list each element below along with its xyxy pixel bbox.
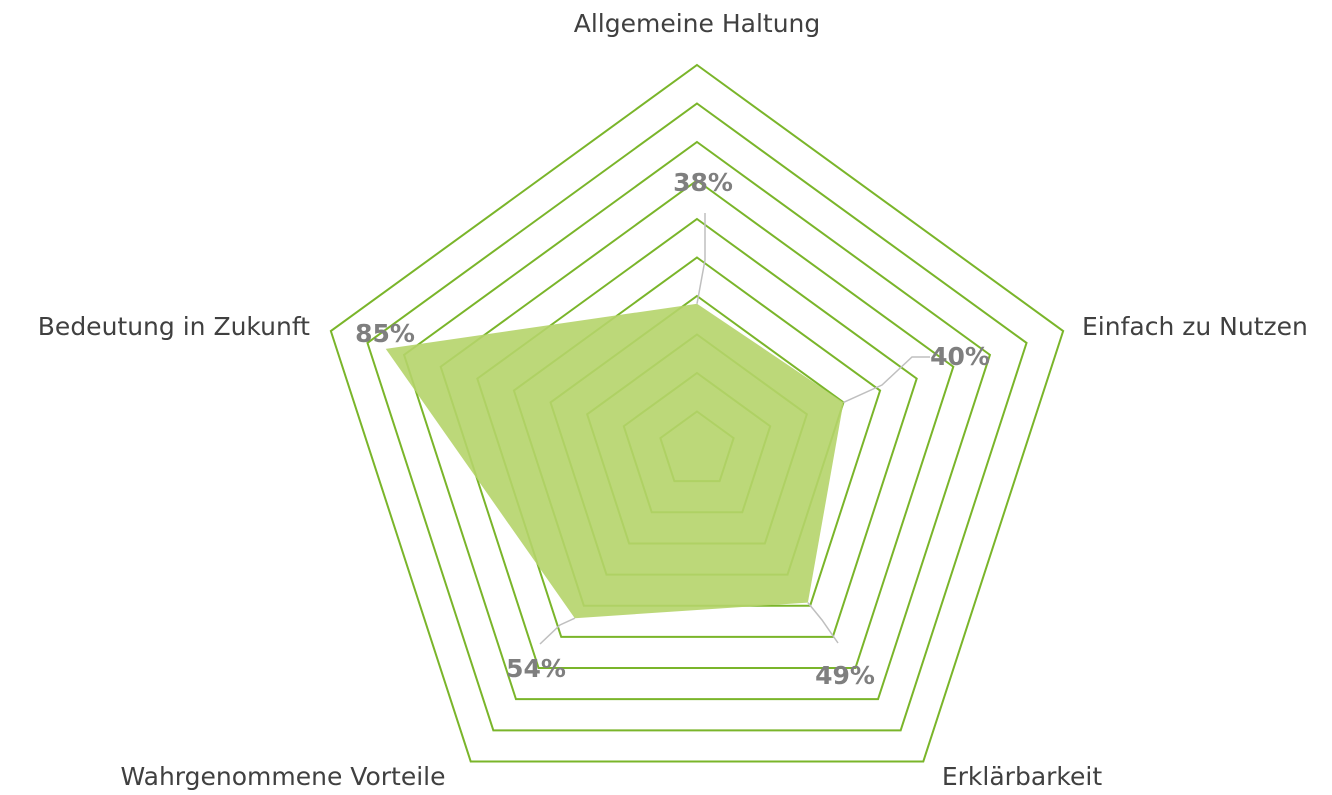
leader-line bbox=[807, 602, 839, 644]
value-label: 85% bbox=[355, 319, 415, 348]
leader-line bbox=[696, 213, 706, 304]
value-label: 54% bbox=[506, 654, 566, 683]
category-label: Wahrgenommene Vorteile bbox=[121, 762, 446, 791]
leader-line bbox=[539, 617, 576, 645]
category-label: Einfach zu Nutzen bbox=[1082, 312, 1308, 341]
leader-line bbox=[843, 356, 930, 404]
value-label: 49% bbox=[815, 661, 875, 690]
grid-ring bbox=[366, 102, 1028, 732]
grid-ring bbox=[329, 63, 1065, 763]
category-label: Allgemeine Haltung bbox=[574, 9, 821, 38]
data-area bbox=[385, 303, 844, 619]
category-label: Bedeutung in Zukunft bbox=[38, 312, 310, 341]
grid-ring bbox=[402, 140, 992, 701]
value-label: 38% bbox=[673, 168, 733, 197]
category-label: Erklärbarkeit bbox=[942, 762, 1102, 791]
value-label: 40% bbox=[930, 342, 990, 371]
